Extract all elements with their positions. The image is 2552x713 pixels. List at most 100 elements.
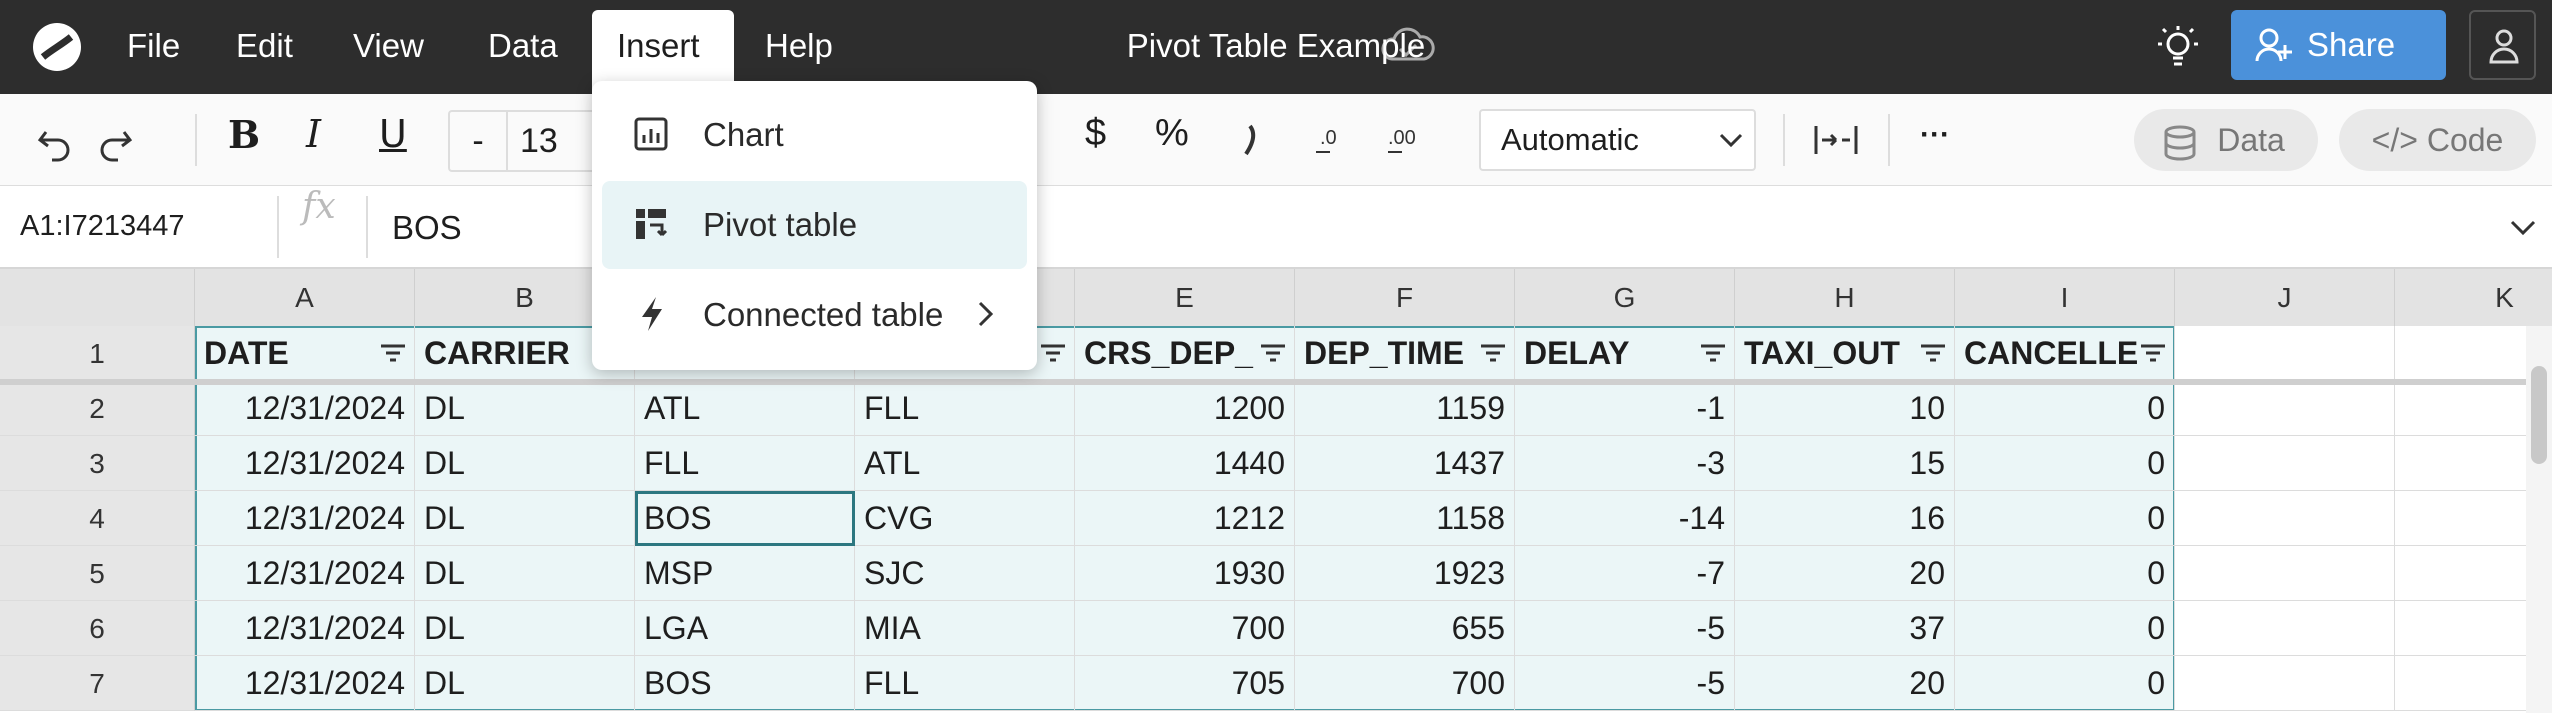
cell[interactable]: CVG (855, 491, 1075, 546)
menu-item[interactable]: Edit (236, 27, 293, 64)
percent-button[interactable]: % (1155, 112, 1189, 154)
more-button[interactable]: ··· (1920, 118, 1950, 151)
cell[interactable]: 37 (1735, 601, 1955, 656)
cell[interactable]: 0 (1955, 546, 2175, 601)
cell[interactable]: ATL (855, 436, 1075, 491)
cell[interactable]: -3 (1515, 436, 1735, 491)
cell[interactable]: 12/31/2024 (195, 436, 415, 491)
bold-button[interactable]: B (228, 112, 261, 157)
cell[interactable]: 0 (1955, 601, 2175, 656)
cell[interactable] (2395, 436, 2552, 491)
cell[interactable]: DL (415, 436, 635, 491)
undo-redo[interactable] (37, 122, 158, 162)
cell[interactable] (2395, 381, 2552, 436)
cell[interactable]: 20 (1735, 546, 1955, 601)
filter-icon[interactable] (1040, 343, 1066, 363)
filter-icon[interactable] (1920, 343, 1946, 363)
cell[interactable]: SJC (855, 546, 1075, 601)
row-header[interactable]: 5 (0, 546, 195, 601)
expand-formula[interactable] (2510, 220, 2536, 236)
cell[interactable]: 12/31/2024 (195, 381, 415, 436)
column-header[interactable]: J (2175, 269, 2395, 326)
cell[interactable]: -5 (1515, 601, 1735, 656)
row-header[interactable]: 6 (0, 601, 195, 656)
menu-item[interactable]: Chart (703, 116, 784, 153)
row-header[interactable]: 2 (0, 381, 195, 436)
cell[interactable]: FLL (855, 656, 1075, 711)
menu-item[interactable]: File (127, 27, 181, 64)
cell[interactable]: 1437 (1295, 436, 1515, 491)
cell[interactable]: 12/31/2024 (195, 491, 415, 546)
formula-content[interactable]: BOS (392, 209, 462, 246)
cell[interactable]: 700 (1075, 601, 1295, 656)
cell[interactable]: FLL (855, 381, 1075, 436)
code-button[interactable]: </> Code (2339, 109, 2536, 171)
cell[interactable]: -1 (1515, 381, 1735, 436)
cell[interactable]: 1200 (1075, 381, 1295, 436)
underline-button[interactable]: U (379, 112, 407, 156)
menu-item[interactable]: Help (765, 27, 833, 64)
row-header[interactable]: 7 (0, 656, 195, 711)
header-cell[interactable]: CRS_DEP_ (1075, 326, 1295, 381)
cell[interactable] (2175, 601, 2395, 656)
column-header[interactable]: K (2395, 269, 2552, 326)
cell[interactable]: BOS (635, 656, 855, 711)
menu-item[interactable]: Insert (617, 27, 700, 64)
column-header[interactable]: F (1295, 269, 1515, 326)
cell[interactable]: MSP (635, 546, 855, 601)
cell[interactable] (2175, 381, 2395, 436)
header-cell[interactable]: DELAY (1515, 326, 1735, 381)
cell[interactable]: MIA (855, 601, 1075, 656)
cell[interactable]: 655 (1295, 601, 1515, 656)
italic-button[interactable]: I (306, 112, 322, 156)
cell[interactable]: 1212 (1075, 491, 1295, 546)
cell[interactable]: 12/31/2024 (195, 656, 415, 711)
font-size[interactable]: 13 (520, 122, 558, 160)
cell[interactable]: FLL (635, 436, 855, 491)
cell[interactable]: 20 (1735, 656, 1955, 711)
cell[interactable]: DL (415, 491, 635, 546)
menu-item[interactable]: Pivot table (602, 181, 1027, 269)
filter-icon[interactable] (1480, 343, 1506, 363)
cell[interactable]: 705 (1075, 656, 1295, 711)
row-header[interactable]: 4 (0, 491, 195, 546)
cell[interactable]: 16 (1735, 491, 1955, 546)
cell[interactable] (2395, 656, 2552, 711)
header-cell[interactable]: CANCELLE (1955, 326, 2175, 381)
cell[interactable]: 0 (1955, 491, 2175, 546)
app-logo[interactable] (29, 19, 85, 75)
column-header[interactable]: H (1735, 269, 1955, 326)
cell[interactable] (2175, 656, 2395, 711)
cell[interactable]: 1158 (1295, 491, 1515, 546)
header-cell[interactable]: DATE (195, 326, 415, 381)
cell[interactable]: DL (415, 656, 635, 711)
cell[interactable]: 1923 (1295, 546, 1515, 601)
cell[interactable]: ATL (635, 381, 855, 436)
filter-icon[interactable] (380, 343, 406, 363)
cell[interactable] (2175, 436, 2395, 491)
header-cell[interactable]: TAXI_OUT (1735, 326, 1955, 381)
cell[interactable]: 15 (1735, 436, 1955, 491)
menu-item[interactable]: Data (488, 27, 558, 64)
cell[interactable]: 0 (1955, 381, 2175, 436)
cell[interactable]: 1440 (1075, 436, 1295, 491)
cell-reference[interactable]: A1:I7213447 (20, 210, 185, 242)
cell[interactable]: -5 (1515, 656, 1735, 711)
number-format-select[interactable]: Automatic (1479, 109, 1756, 171)
decimal-buttons[interactable]: .0 .00 (1240, 122, 1416, 162)
currency-button[interactable]: $ (1085, 112, 1107, 154)
cell[interactable]: DL (415, 601, 635, 656)
cell[interactable] (2395, 601, 2552, 656)
document-title[interactable]: Pivot Table Example (1126, 27, 1426, 64)
menu-item[interactable]: View (353, 27, 424, 64)
cell[interactable]: -7 (1515, 546, 1735, 601)
cell[interactable]: 700 (1295, 656, 1515, 711)
data-button[interactable]: Data (2134, 109, 2318, 171)
column-header[interactable]: I (1955, 269, 2175, 326)
filter-icon[interactable] (2140, 343, 2166, 363)
wrap-button[interactable] (1812, 122, 1860, 158)
row-header[interactable]: 1 (0, 326, 195, 381)
cell[interactable]: DL (415, 381, 635, 436)
column-header[interactable]: E (1075, 269, 1295, 326)
cell[interactable]: 12/31/2024 (195, 546, 415, 601)
